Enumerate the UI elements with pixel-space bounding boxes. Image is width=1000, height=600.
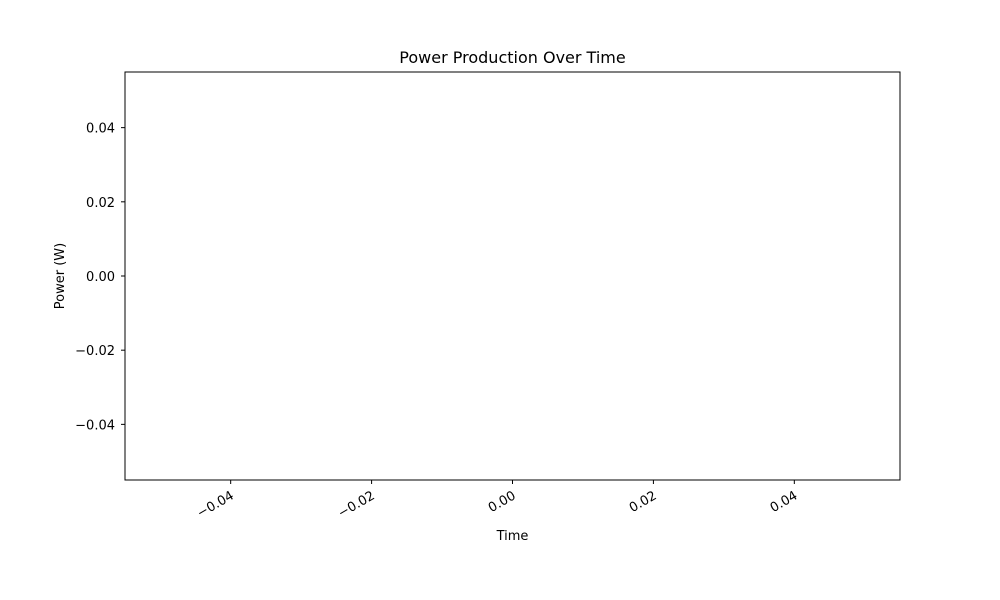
y-axis-label: Power (W) bbox=[53, 243, 68, 309]
y-axis-ticks: −0.04 −0.02 0.00 0.02 0.04 bbox=[75, 122, 125, 433]
x-axis-label: Time bbox=[496, 529, 529, 544]
plot-area bbox=[124, 71, 901, 481]
y-tick-label: −0.04 bbox=[75, 418, 115, 433]
y-tick-label: 0.02 bbox=[86, 196, 115, 211]
chart-title: Power Production Over Time bbox=[399, 48, 625, 67]
y-tick-label: 0.04 bbox=[86, 122, 115, 137]
y-tick-label: 0.00 bbox=[86, 270, 115, 285]
y-tick-label: −0.02 bbox=[75, 344, 115, 359]
